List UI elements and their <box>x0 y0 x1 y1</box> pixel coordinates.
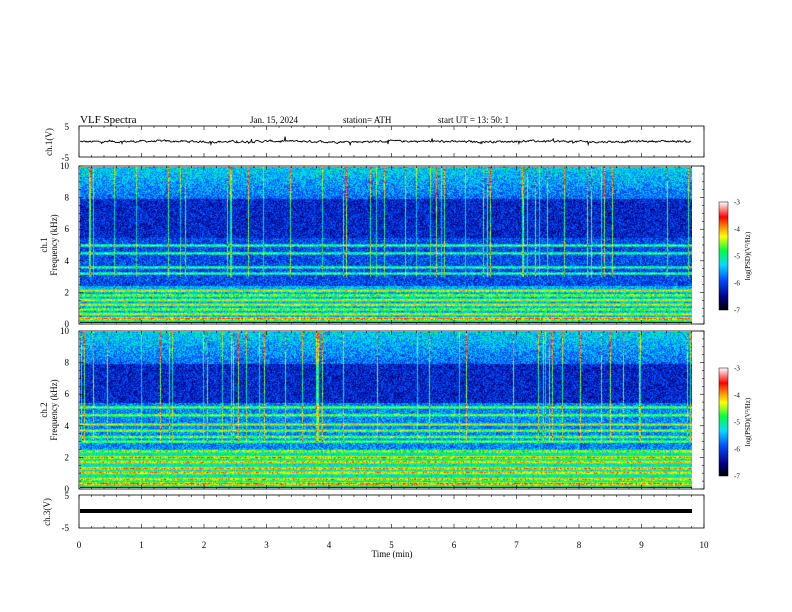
ch1-freq-axis: 0 2 4 6 8 10 <box>60 161 704 329</box>
ch1-ytick-top: 5 <box>65 122 70 132</box>
figure-title: VLF Spectra <box>80 114 137 126</box>
ch2-colorbar: -3 -4 -5 -6 -7 log(PSD)(V²/Hz) <box>718 365 752 481</box>
freq-tick-label: 4 <box>65 421 70 431</box>
freq-tick-label: 2 <box>65 287 70 297</box>
time-tick-label: 8 <box>577 540 582 550</box>
colorbar-tick-label: -3 <box>734 199 740 207</box>
freq-tick-label: 0 <box>65 484 70 494</box>
time-tick-label: 4 <box>327 540 332 550</box>
time-tick-label: 6 <box>452 540 457 550</box>
date-label: Jan. 15, 2024 <box>250 115 298 125</box>
time-tick-label: 7 <box>514 540 519 550</box>
ch3-ytick-bottom: -5 <box>62 523 70 533</box>
ch2-spectrogram-image <box>80 332 692 488</box>
ch1-ylabel: ch.1(V) <box>44 128 54 156</box>
ch3-waveform-line <box>80 509 692 513</box>
ch1-ylabel-channel: ch.1 <box>39 237 49 252</box>
time-tick-label: 5 <box>389 540 394 550</box>
ch1-colorbar-label: log(PSD)(V²/Hz) <box>744 231 752 280</box>
colorbar-tick-label: -5 <box>734 253 740 261</box>
ch2-colorbar-label: log(PSD)(V²/Hz) <box>744 397 752 446</box>
colorbar-tick-label: -4 <box>734 392 740 400</box>
ch1-spectrogram-panel: 0 2 4 6 8 10 ch.1 Frequency (kHz) <box>39 161 705 329</box>
ch3-waveform-panel: 5 -5 ch.3(V) <box>42 491 705 533</box>
colorbar-tick-label: -3 <box>734 365 740 373</box>
freq-tick-label: 10 <box>60 326 70 336</box>
colorbar-tick-label: -5 <box>734 419 740 427</box>
freq-tick-label: 0 <box>65 319 70 329</box>
ch3-ytick-top: 5 <box>65 491 70 501</box>
freq-tick-label: 8 <box>65 193 70 203</box>
colorbar-tick-label: -4 <box>734 226 740 234</box>
ch1-spectrogram-image <box>80 167 692 323</box>
ch2-ylabel-frequency: Frequency (kHz) <box>49 379 59 440</box>
ch1-ylabel-frequency: Frequency (kHz) <box>49 214 59 275</box>
freq-tick-label: 6 <box>65 389 70 399</box>
time-tick-label: 3 <box>264 540 269 550</box>
freq-tick-label: 8 <box>65 358 70 368</box>
time-axis-labels: 0 1 2 3 4 5 6 7 8 9 10 <box>77 540 709 550</box>
freq-tick-label: 2 <box>65 452 70 462</box>
time-tick-label: 10 <box>700 540 710 550</box>
ch2-ylabel-channel: ch.2 <box>39 402 49 417</box>
start-time-label: start UT = 13: 50: 1 <box>438 115 509 125</box>
time-tick-label: 9 <box>639 540 644 550</box>
colorbar-tick-label: -6 <box>734 446 740 454</box>
ch2-freq-axis: 0 2 4 6 8 10 <box>60 326 704 494</box>
colorbar-tick-label: -6 <box>734 280 740 288</box>
time-tick-label: 1 <box>139 540 144 550</box>
ch1-ytick-bottom: -5 <box>62 153 70 163</box>
freq-tick-label: 10 <box>60 161 70 171</box>
colorbar-tick-label: -7 <box>734 307 740 315</box>
colorbar-tick-label: -7 <box>734 473 740 481</box>
freq-tick-label: 6 <box>65 224 70 234</box>
time-axis-label: Time (min) <box>372 549 413 559</box>
ch1-waveform-line <box>79 136 692 147</box>
ch2-spectrogram-panel: 0 2 4 6 8 10 ch.2 Frequency (kHz) <box>39 326 705 494</box>
ch1-waveform-panel: 5 -5 ch.1(V) <box>44 122 705 163</box>
time-ticks <box>78 126 705 528</box>
freq-tick-label: 4 <box>65 256 70 266</box>
ch3-ylabel: ch.3(V) <box>42 498 52 526</box>
ch1-colorbar: -3 -4 -5 -6 -7 log(PSD)(V²/Hz) <box>718 199 752 315</box>
time-tick-label: 0 <box>77 540 82 550</box>
station-label: station= ATH <box>343 115 392 125</box>
time-tick-label: 2 <box>202 540 207 550</box>
